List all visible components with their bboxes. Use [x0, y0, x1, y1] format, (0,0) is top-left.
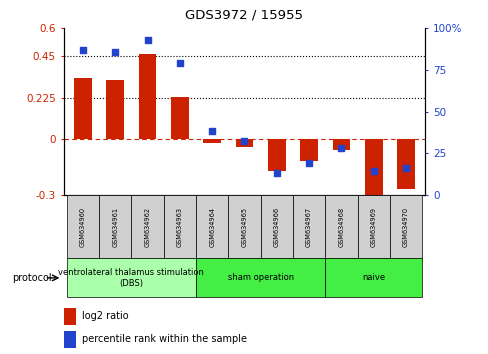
FancyBboxPatch shape — [260, 195, 292, 258]
FancyBboxPatch shape — [131, 195, 163, 258]
FancyBboxPatch shape — [196, 195, 228, 258]
Text: GSM634965: GSM634965 — [241, 206, 247, 247]
Text: GSM634968: GSM634968 — [338, 206, 344, 247]
Bar — [106, 80, 124, 139]
Text: GSM634969: GSM634969 — [370, 207, 376, 246]
Bar — [203, 139, 221, 143]
Text: log2 ratio: log2 ratio — [81, 312, 128, 321]
Bar — [300, 139, 317, 161]
Point — [272, 170, 280, 176]
Text: GSM634962: GSM634962 — [144, 206, 150, 247]
Text: protocol: protocol — [12, 273, 52, 283]
FancyBboxPatch shape — [67, 195, 99, 258]
Bar — [139, 54, 156, 139]
Bar — [74, 78, 92, 139]
Bar — [171, 97, 188, 139]
Point — [176, 61, 183, 66]
Text: GSM634966: GSM634966 — [273, 206, 279, 247]
Bar — [63, 308, 76, 325]
Bar — [396, 139, 414, 189]
FancyBboxPatch shape — [99, 195, 131, 258]
FancyBboxPatch shape — [196, 258, 325, 297]
Point — [208, 129, 216, 134]
Point — [143, 37, 151, 43]
Bar — [235, 139, 253, 147]
Text: GSM634963: GSM634963 — [177, 207, 183, 246]
Text: percentile rank within the sample: percentile rank within the sample — [81, 335, 246, 344]
Text: GDS3972 / 15955: GDS3972 / 15955 — [185, 9, 303, 22]
Point — [401, 165, 409, 171]
Point — [111, 49, 119, 55]
Point — [305, 160, 312, 166]
Point — [240, 139, 248, 144]
Point — [369, 169, 377, 174]
FancyBboxPatch shape — [325, 195, 357, 258]
Text: GSM634960: GSM634960 — [80, 206, 86, 247]
Bar — [267, 139, 285, 171]
Text: ventrolateral thalamus stimulation
(DBS): ventrolateral thalamus stimulation (DBS) — [59, 268, 204, 287]
Text: naive: naive — [362, 273, 385, 282]
Text: GSM634967: GSM634967 — [305, 206, 311, 247]
FancyBboxPatch shape — [163, 195, 196, 258]
Bar — [332, 139, 349, 150]
FancyBboxPatch shape — [325, 258, 421, 297]
Bar — [63, 331, 76, 348]
Text: sham operation: sham operation — [227, 273, 293, 282]
Text: GSM634961: GSM634961 — [112, 207, 118, 246]
FancyBboxPatch shape — [389, 195, 421, 258]
Text: GSM634970: GSM634970 — [402, 206, 408, 247]
Point — [79, 47, 87, 53]
FancyBboxPatch shape — [357, 195, 389, 258]
Text: GSM634964: GSM634964 — [209, 206, 215, 247]
FancyBboxPatch shape — [67, 258, 196, 297]
Point — [337, 145, 345, 151]
FancyBboxPatch shape — [292, 195, 325, 258]
Bar — [364, 139, 382, 196]
FancyBboxPatch shape — [228, 195, 260, 258]
